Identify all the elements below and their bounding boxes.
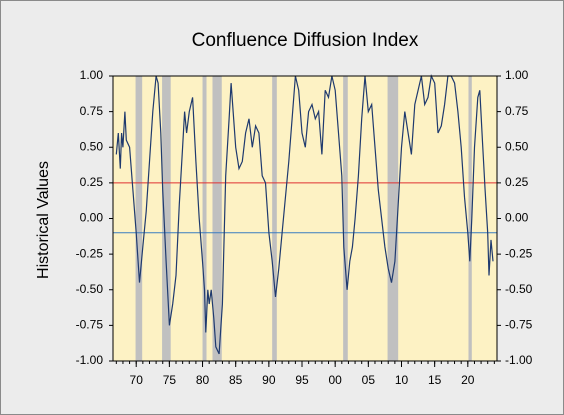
x-tick-label: 00 (328, 373, 342, 387)
y-tick-label: 0.75 (80, 104, 104, 118)
recession-band (202, 76, 207, 361)
x-tick-label: 15 (428, 373, 442, 387)
y2-tick-label: 0.75 (505, 104, 529, 118)
y-tick-label: -1.00 (76, 353, 104, 367)
recession-band (135, 76, 143, 361)
y2-tick-label: -1.00 (505, 353, 533, 367)
y-axis-label: Historical Values (35, 161, 52, 279)
y-tick-label: -0.75 (76, 318, 104, 332)
x-tick-label: 70 (130, 373, 144, 387)
y2-tick-label: -0.50 (505, 282, 533, 296)
y-tick-label: 1.00 (80, 68, 104, 82)
recession-band (343, 76, 348, 361)
recession-band (162, 76, 171, 361)
y2-tick-label: 1.00 (505, 68, 529, 82)
x-tick-label: 10 (395, 373, 409, 387)
x-tick-label: 90 (262, 373, 276, 387)
x-tick-label: 80 (196, 373, 210, 387)
chart-title: Confluence Diffusion Index (192, 30, 419, 51)
plot-area (113, 76, 497, 361)
x-tick-label: 85 (229, 373, 243, 387)
y2-tick-label: 0.50 (505, 139, 529, 153)
y2-tick-label: -0.25 (505, 246, 533, 260)
y2-tick-label: 0.00 (505, 211, 529, 225)
y-tick-label: -0.50 (76, 282, 104, 296)
recession-band (212, 76, 222, 361)
y-tick-label: -0.25 (76, 246, 104, 260)
x-tick-label: 75 (163, 373, 177, 387)
x-tick-label: 95 (295, 373, 309, 387)
recession-band (272, 76, 277, 361)
x-tick-label: 20 (461, 373, 475, 387)
y-tick-label: 0.50 (80, 139, 104, 153)
x-tick-label: 05 (362, 373, 376, 387)
y2-tick-label: -0.75 (505, 318, 533, 332)
recession-band (468, 76, 472, 361)
y-tick-label: 0.25 (80, 175, 104, 189)
data-line (115, 73, 494, 355)
y2-tick-label: 0.25 (505, 175, 529, 189)
recession-band (387, 76, 399, 361)
y-tick-label: 0.00 (80, 211, 104, 225)
